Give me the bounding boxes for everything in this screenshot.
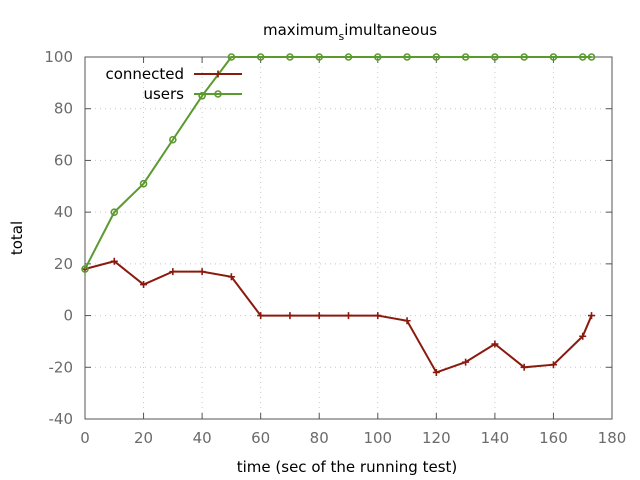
series-users bbox=[81, 53, 596, 273]
legend: connected users bbox=[105, 65, 242, 103]
data-point-users bbox=[491, 53, 499, 61]
data-point-connected bbox=[549, 361, 557, 369]
y-axis-label: total bbox=[8, 221, 26, 255]
data-point-users bbox=[110, 208, 119, 216]
chart-title-rest: imultaneous bbox=[344, 21, 437, 39]
data-point-users bbox=[198, 91, 206, 100]
data-point-connected bbox=[169, 268, 177, 276]
chart-title: maximumsimultaneous bbox=[263, 21, 437, 43]
x-tick-label: 80 bbox=[310, 429, 329, 447]
x-tick-label: 160 bbox=[539, 429, 568, 447]
x-tick-label: 60 bbox=[251, 429, 270, 447]
data-point-connected bbox=[286, 312, 294, 320]
data-point-connected bbox=[315, 312, 323, 320]
y-tick-label: -40 bbox=[49, 410, 74, 428]
legend-label-users: users bbox=[143, 85, 184, 103]
data-point-connected bbox=[198, 268, 206, 276]
y-tick-label: 20 bbox=[54, 255, 73, 273]
data-point-users bbox=[461, 53, 470, 61]
y-tick-label: 0 bbox=[63, 307, 73, 325]
series-connected bbox=[81, 257, 596, 376]
y-tick-label: -20 bbox=[49, 358, 74, 376]
data-point-connected bbox=[257, 312, 265, 320]
y-tick-label: 80 bbox=[54, 100, 73, 118]
chart-title-main: maximum bbox=[263, 21, 339, 39]
data-point-users bbox=[373, 53, 382, 61]
data-point-connected bbox=[403, 317, 411, 325]
x-tick-label: 20 bbox=[134, 429, 153, 447]
legend-label-connected: connected bbox=[105, 65, 184, 83]
series-line-connected bbox=[84, 260, 593, 374]
series-lines bbox=[81, 53, 596, 376]
data-point-connected bbox=[588, 312, 596, 320]
data-point-connected bbox=[227, 273, 235, 281]
x-tick-label: 0 bbox=[80, 429, 90, 447]
data-point-connected bbox=[110, 257, 118, 265]
data-point-connected bbox=[520, 363, 528, 371]
data-point-users bbox=[256, 53, 265, 61]
x-tick-label: 140 bbox=[481, 429, 510, 447]
data-point-users bbox=[227, 53, 236, 61]
x-tick-label: 180 bbox=[598, 429, 627, 447]
x-tick-label: 100 bbox=[363, 429, 392, 447]
data-point-connected bbox=[579, 332, 587, 340]
x-tick-label: 40 bbox=[193, 429, 212, 447]
data-point-users bbox=[432, 53, 441, 61]
x-axis-label: time (sec of the running test) bbox=[237, 458, 458, 476]
data-point-users bbox=[403, 53, 411, 61]
y-tick-label: 60 bbox=[54, 151, 73, 169]
data-point-users bbox=[549, 53, 558, 61]
x-tick-label: 120 bbox=[422, 429, 451, 447]
data-point-connected bbox=[140, 281, 148, 289]
plot-frame bbox=[84, 56, 613, 420]
data-point-connected bbox=[491, 340, 499, 348]
data-point-connected bbox=[462, 358, 470, 366]
data-point-connected bbox=[345, 312, 352, 320]
data-point-users bbox=[81, 265, 89, 273]
data-point-users bbox=[286, 53, 294, 61]
axis-ticks: 0 20 40 60 80 100 120 140 160 180 -40 -20 0 20 40 60 80 1… bbox=[44, 48, 626, 447]
data-point-users bbox=[587, 53, 596, 61]
data-point-users bbox=[169, 135, 177, 144]
legend-marker-users bbox=[214, 90, 222, 98]
y-tick-label: 40 bbox=[54, 203, 73, 221]
data-point-users bbox=[578, 53, 587, 61]
data-point-users bbox=[139, 179, 148, 188]
data-point-users bbox=[520, 53, 528, 61]
y-tick-label: 100 bbox=[44, 48, 73, 66]
data-point-connected bbox=[374, 312, 382, 320]
legend-marker-connected bbox=[214, 70, 222, 78]
chart-title-subscript: s bbox=[339, 30, 345, 43]
series-line-users bbox=[84, 56, 592, 270]
grid-lines bbox=[85, 57, 612, 419]
data-point-users bbox=[344, 53, 353, 61]
data-point-connected bbox=[432, 368, 440, 376]
data-point-users bbox=[315, 53, 324, 61]
